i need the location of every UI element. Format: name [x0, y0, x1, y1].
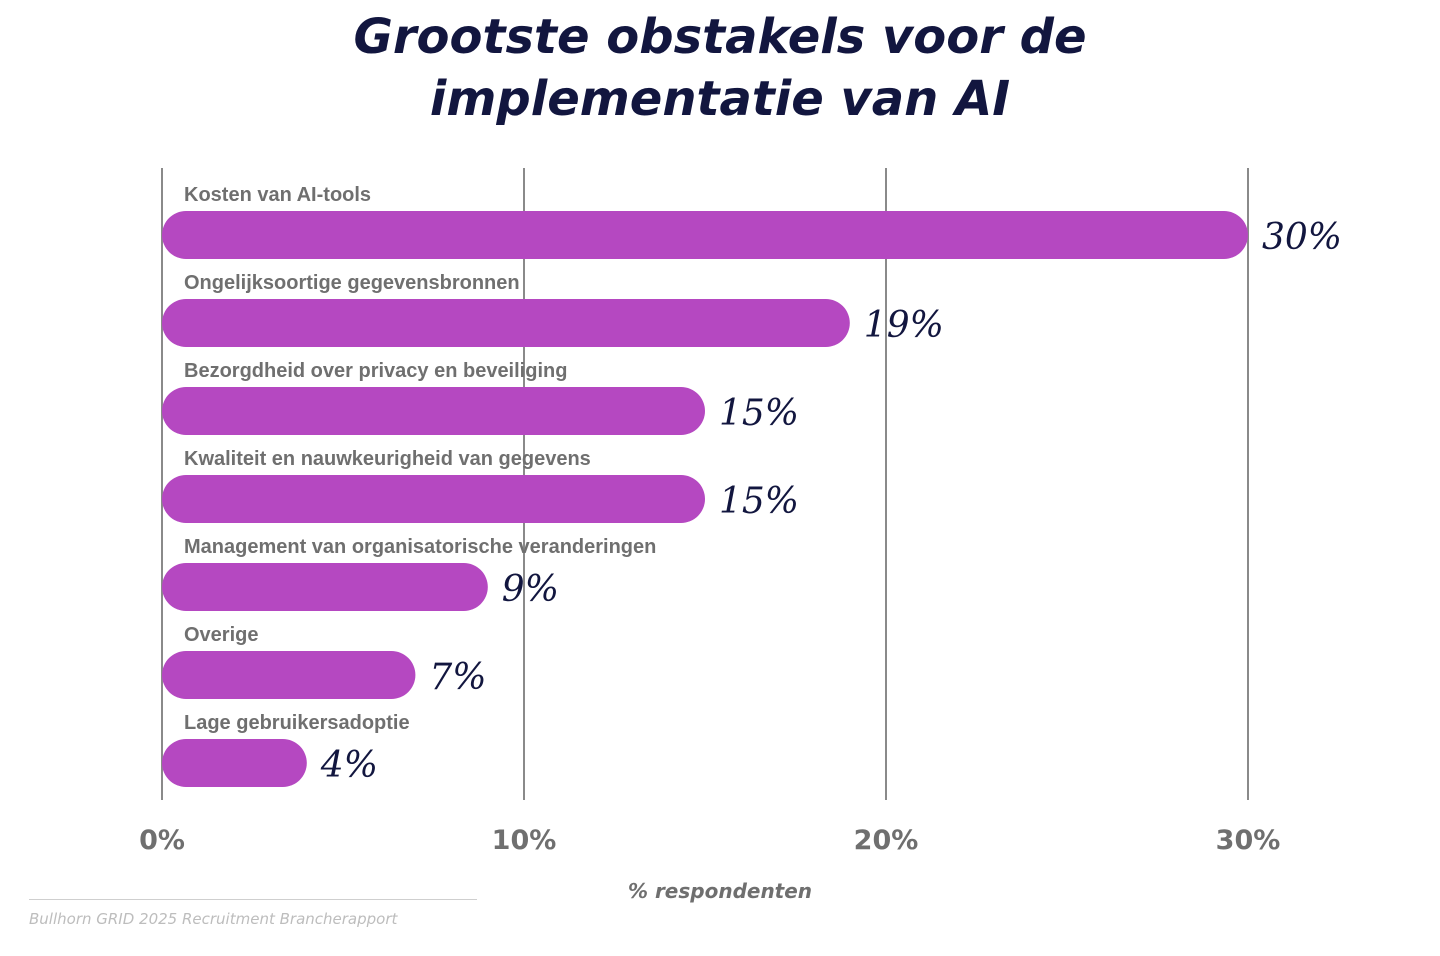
category-label: Management van organisatorische verander…	[184, 536, 656, 558]
category-label: Kwaliteit en nauwkeurigheid van gegevens	[184, 448, 591, 470]
x-tick-label: 30%	[1216, 825, 1281, 856]
x-axis-ticks: 0% 10% 20% 30%	[139, 825, 1280, 856]
category-labels: Kosten van AI-tools Ongelijksoortige gege…	[184, 184, 656, 734]
source-note: Bullhorn GRID 2025 Recruitment Branchera…	[29, 910, 398, 928]
bar	[162, 299, 850, 347]
bar	[162, 563, 488, 611]
chart-title-line-1: Grootste obstakels voor de	[353, 9, 1087, 65]
bar	[162, 651, 416, 699]
value-label: 19%	[864, 305, 944, 346]
category-label: Kosten van AI-tools	[184, 184, 371, 206]
category-label: Bezorgdheid over privacy en beveiliging	[184, 360, 567, 382]
x-tick-label: 20%	[854, 825, 919, 856]
value-label: 15%	[719, 393, 799, 434]
x-axis-title: % respondenten	[628, 879, 812, 903]
bars	[162, 211, 1248, 787]
bar	[162, 211, 1248, 259]
value-labels: 30% 19% 15% 15% 9% 7% 4%	[320, 217, 1342, 786]
x-tick-label: 0%	[139, 825, 185, 856]
bar	[162, 739, 307, 787]
bar	[162, 387, 705, 435]
value-label: 15%	[719, 481, 799, 522]
category-label: Lage gebruikersadoptie	[184, 712, 410, 734]
bar	[162, 475, 705, 523]
x-tick-label: 10%	[492, 825, 557, 856]
chart-title-line-2: implementatie van AI	[429, 71, 1011, 127]
value-label: 4%	[320, 745, 378, 786]
chart-title: Grootste obstakels voor de implementatie…	[0, 6, 1440, 130]
category-label: Ongelijksoortige gegevensbronnen	[184, 272, 520, 294]
value-label: 9%	[502, 569, 559, 610]
gridlines	[161, 168, 1249, 800]
category-label: Overige	[184, 624, 258, 646]
source-divider	[29, 899, 477, 900]
value-label: 7%	[429, 657, 486, 698]
value-label: 30%	[1262, 217, 1342, 258]
